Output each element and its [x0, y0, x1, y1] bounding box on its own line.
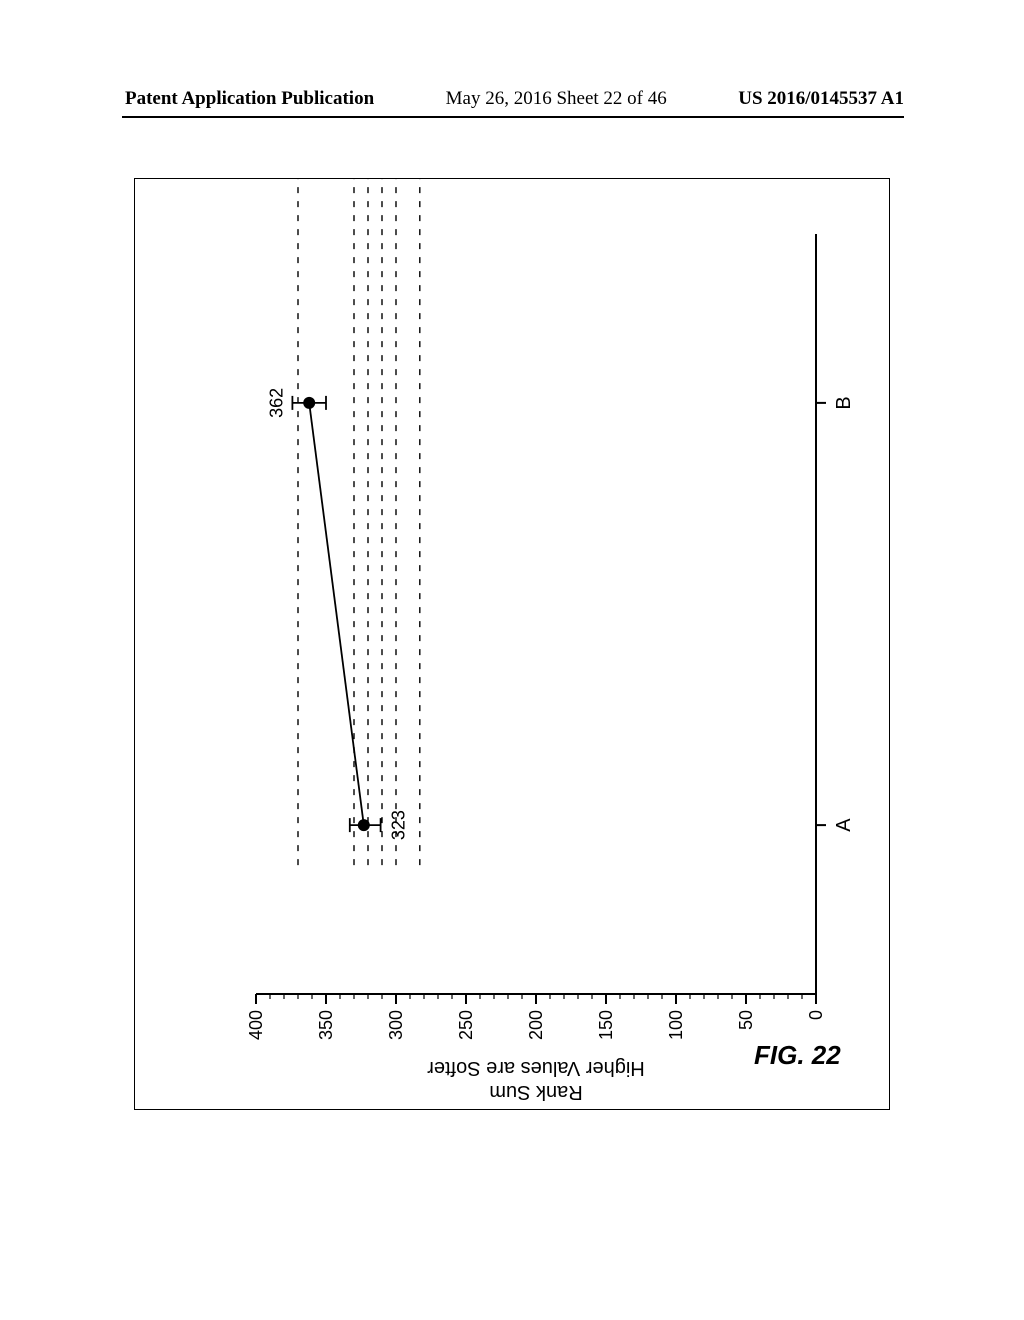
page-header: Patent Application Publication May 26, 2… — [0, 88, 1024, 110]
svg-text:B: B — [833, 396, 855, 409]
svg-text:0: 0 — [806, 1010, 826, 1020]
chart-container: 0 50 100 150 200 250 300 350 400 A B 323 362 Rank Sum… — [134, 178, 890, 1110]
header-rule — [122, 116, 904, 118]
svg-text:362: 362 — [266, 388, 286, 418]
svg-text:Rank Sum: Rank Sum — [489, 1081, 582, 1103]
svg-text:250: 250 — [456, 1010, 476, 1040]
svg-text:A: A — [833, 818, 855, 832]
svg-text:350: 350 — [316, 1010, 336, 1040]
rank-sum-chart: 0 50 100 150 200 250 300 350 400 A B 323 362 Rank Sum… — [134, 178, 890, 1110]
header-publication-id: US 2016/0145537 A1 — [738, 88, 904, 110]
svg-text:400: 400 — [246, 1010, 266, 1040]
svg-text:300: 300 — [386, 1010, 406, 1040]
svg-text:100: 100 — [666, 1010, 686, 1040]
svg-text:323: 323 — [389, 810, 409, 840]
svg-text:Higher Values are Softer: Higher Values are Softer — [427, 1057, 645, 1079]
svg-text:50: 50 — [736, 1010, 756, 1030]
svg-text:150: 150 — [596, 1010, 616, 1040]
header-date-sheet: May 26, 2016 Sheet 22 of 46 — [446, 88, 667, 110]
figure-label: FIG. 22 — [754, 1040, 841, 1071]
header-publication-type: Patent Application Publication — [125, 88, 374, 110]
svg-text:200: 200 — [526, 1010, 546, 1040]
